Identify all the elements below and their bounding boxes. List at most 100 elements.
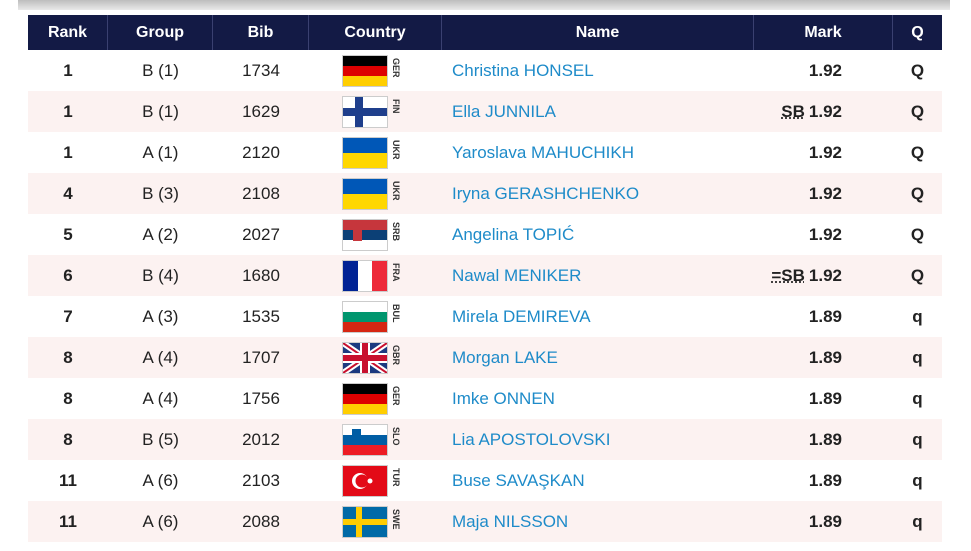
header-cell: Bib — [213, 15, 309, 50]
mark: 1.89 — [754, 419, 842, 460]
flag-part — [343, 230, 387, 240]
flag-part — [343, 153, 387, 168]
flag-part — [343, 384, 387, 394]
flag-part — [355, 474, 369, 488]
qualification: q — [912, 512, 923, 531]
mark-value: 1.92 — [808, 225, 842, 244]
flag — [342, 465, 388, 497]
flag — [342, 55, 388, 87]
qualification: q — [912, 430, 923, 449]
mark: 1.92 — [754, 50, 842, 91]
top-bar — [18, 0, 950, 10]
flag — [342, 137, 388, 169]
country-code: UKR — [391, 181, 401, 201]
mark: 1.89 — [754, 460, 842, 501]
header-cell: Group — [108, 15, 213, 50]
athlete-name[interactable]: Maja NILSSON — [452, 512, 569, 531]
flag-part — [343, 194, 387, 209]
flag-part — [343, 240, 387, 250]
mark-note: SB — [781, 102, 805, 121]
header-cell: Mark — [754, 15, 893, 50]
country-code: SWE — [391, 509, 401, 530]
group: A (2) — [142, 225, 179, 244]
bib: 2103 — [242, 471, 280, 490]
flag-part — [367, 478, 373, 484]
mark-value: 1.89 — [808, 471, 842, 490]
group: A (1) — [142, 143, 179, 162]
mark-value: 1.89 — [808, 307, 842, 326]
athlete-name[interactable]: Ella JUNNILA — [452, 102, 556, 121]
header-cell: Name — [442, 15, 754, 50]
flag — [342, 219, 388, 251]
mark: 1.89 — [754, 501, 842, 542]
flag — [342, 178, 388, 210]
flag — [342, 96, 388, 128]
country-code: BUL — [391, 304, 401, 323]
table-row: 6 B (4) 1680 FRA Nawal MENIKER =SB 1.92 Q — [28, 255, 942, 296]
flag-part — [343, 394, 387, 404]
athlete-name[interactable]: Buse SAVAŞKAN — [452, 471, 585, 490]
bib: 1734 — [242, 61, 280, 80]
athlete-name[interactable]: Angelina TOPIĆ — [452, 225, 575, 244]
mark-value: 1.92 — [808, 102, 842, 121]
country-code: FIN — [391, 99, 401, 114]
group: B (5) — [142, 430, 179, 449]
flag-part — [343, 302, 387, 312]
qualification: Q — [910, 225, 925, 244]
table-row: 8 A (4) 1756 GER Imke ONNEN 1.89 q — [28, 378, 942, 419]
qualification: q — [912, 307, 923, 326]
flag — [342, 260, 388, 292]
mark: 1.92 — [754, 132, 842, 173]
flag-part — [352, 429, 361, 440]
country-code: FRA — [391, 263, 401, 282]
qualification: q — [912, 348, 923, 367]
athlete-name[interactable]: Christina HONSEL — [452, 61, 594, 80]
athlete-name[interactable]: Iryna GERASHCHENKO — [452, 184, 640, 203]
flag-part — [343, 404, 387, 414]
qualification: q — [912, 389, 923, 408]
flag-part — [343, 445, 387, 455]
athlete-name[interactable]: Morgan LAKE — [452, 348, 558, 367]
table-row: 1 B (1) 1734 GER Christina HONSEL 1.92 Q — [28, 50, 942, 91]
athlete-name[interactable]: Nawal MENIKER — [452, 266, 582, 285]
flag-part — [343, 108, 387, 116]
header-cell: Rank — [28, 15, 108, 50]
qualification: q — [912, 471, 923, 490]
athlete-name[interactable]: Imke ONNEN — [452, 389, 555, 408]
flag — [342, 342, 388, 374]
rank: 7 — [63, 307, 73, 326]
header-cell: Country — [309, 15, 442, 50]
group: B (1) — [142, 61, 179, 80]
table-row: 5 A (2) 2027 SRB Angelina TOPIĆ 1.92 Q — [28, 214, 942, 255]
mark: SB 1.92 — [754, 91, 842, 132]
bib: 1707 — [242, 348, 280, 367]
mark: =SB 1.92 — [754, 255, 842, 296]
flag — [342, 506, 388, 538]
rank: 6 — [63, 266, 73, 285]
country-code: TUR — [391, 468, 401, 487]
country-code: GBR — [391, 345, 401, 365]
flag — [342, 301, 388, 333]
table-row: 8 B (5) 2012 SLO Lia APOSTOLOVSKI 1.89 q — [28, 419, 942, 460]
bib: 2012 — [242, 430, 280, 449]
qualification: Q — [910, 102, 925, 121]
rank: 1 — [63, 143, 73, 162]
flag-part — [343, 56, 387, 66]
qualification: Q — [910, 143, 925, 162]
mark: 1.89 — [754, 378, 842, 419]
flag-part — [343, 322, 387, 332]
rank: 8 — [63, 348, 73, 367]
group: A (4) — [142, 348, 179, 367]
mark-value: 1.89 — [808, 512, 842, 531]
flag-part — [343, 76, 387, 86]
country-code: SRB — [391, 222, 401, 242]
athlete-name[interactable]: Yaroslava MAHUCHIKH — [452, 143, 635, 162]
country-code: GER — [391, 386, 401, 406]
flag-part — [362, 343, 368, 373]
qualification: Q — [910, 266, 925, 285]
athlete-name[interactable]: Mirela DEMIREVA — [452, 307, 591, 326]
flag — [342, 424, 388, 456]
athlete-name[interactable]: Lia APOSTOLOVSKI — [452, 430, 611, 449]
mark: 1.89 — [754, 296, 842, 337]
